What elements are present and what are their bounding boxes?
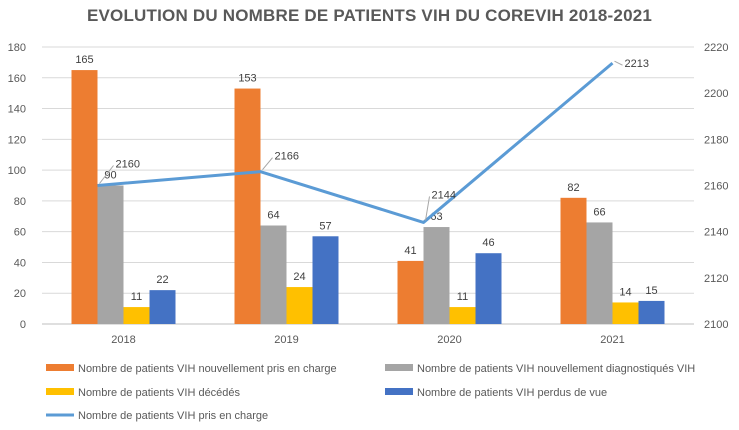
bar	[449, 307, 476, 324]
y-tick-label: 140	[8, 104, 26, 116]
data-label-leader	[262, 157, 273, 170]
legend-label: Nombre de patients VIH décédés	[78, 387, 241, 399]
bar	[638, 300, 665, 324]
y-tick-label: 100	[8, 165, 26, 177]
bar-data-label: 11	[457, 291, 468, 303]
line-data-label: 2213	[625, 58, 649, 70]
bar-data-label: 165	[75, 54, 93, 66]
y-tick-label: 80	[14, 196, 26, 208]
bar-data-label: 153	[238, 73, 256, 85]
y-tick-label: 60	[14, 227, 26, 239]
bar-data-label: 22	[156, 274, 168, 286]
y-tick-label: 40	[14, 257, 26, 269]
bar-data-label: 11	[131, 291, 142, 303]
line-data-label: 2144	[432, 189, 456, 201]
bar	[260, 225, 287, 324]
legend-swatch	[385, 388, 413, 395]
y2-tick-label: 2180	[704, 134, 728, 146]
bar	[312, 236, 339, 324]
bar-data-label: 14	[619, 286, 631, 298]
bar	[586, 222, 613, 324]
y-tick-label: 120	[8, 134, 26, 146]
y2-tick-label: 2120	[704, 273, 728, 285]
x-tick-label: 2020	[437, 334, 461, 346]
bar	[71, 70, 98, 324]
x-tick-label: 2021	[600, 334, 624, 346]
line-series	[97, 62, 614, 224]
y2-tick-label: 2200	[704, 88, 728, 100]
x-tick-label: 2018	[111, 334, 135, 346]
legend-label: Nombre de patients VIH nouvellement pris…	[78, 363, 337, 375]
bar	[97, 185, 124, 324]
legend-label: Nombre de patients VIH pris en charge	[78, 410, 268, 422]
bar-data-label: 82	[567, 182, 579, 194]
y-tick-label: 0	[20, 319, 26, 331]
legend-swatch	[385, 364, 413, 371]
data-label-leader	[99, 165, 114, 184]
chart-title: EVOLUTION DU NOMBRE DE PATIENTS VIH DU C…	[86, 6, 653, 25]
bar	[423, 227, 450, 324]
bar-data-label: 15	[645, 285, 657, 297]
x-tick-label: 2019	[274, 334, 298, 346]
y-tick-label: 160	[8, 73, 26, 85]
bar	[234, 88, 261, 324]
y2-tick-label: 2160	[704, 181, 728, 193]
legend-swatch	[46, 364, 74, 371]
y-tick-label: 180	[8, 42, 26, 54]
bar	[612, 302, 639, 324]
y2-tick-label: 2140	[704, 227, 728, 239]
data-label-leader	[425, 196, 430, 221]
bar-data-label: 24	[293, 271, 305, 283]
bar-data-label: 57	[319, 220, 331, 232]
line-data-label: 2160	[116, 159, 140, 171]
bar	[286, 287, 313, 324]
bar	[123, 307, 150, 324]
data-label-leader	[614, 60, 623, 66]
legend-label: Nombre de patients VIH nouvellement diag…	[417, 363, 695, 375]
legend-swatch	[46, 388, 74, 395]
bar	[149, 290, 176, 324]
bar-data-label: 66	[593, 206, 605, 218]
y2-tick-label: 2100	[704, 319, 728, 331]
bar-data-label: 46	[482, 237, 494, 249]
bar	[475, 253, 502, 324]
bar-data-label: 41	[404, 245, 416, 257]
line-data-label: 2166	[275, 151, 299, 163]
bar-data-label: 64	[267, 210, 279, 222]
legend-label: Nombre de patients VIH perdus de vue	[417, 387, 607, 399]
y-tick-label: 20	[14, 288, 26, 300]
bar	[560, 197, 587, 324]
y2-tick-label: 2220	[704, 42, 728, 54]
bar	[397, 260, 424, 324]
